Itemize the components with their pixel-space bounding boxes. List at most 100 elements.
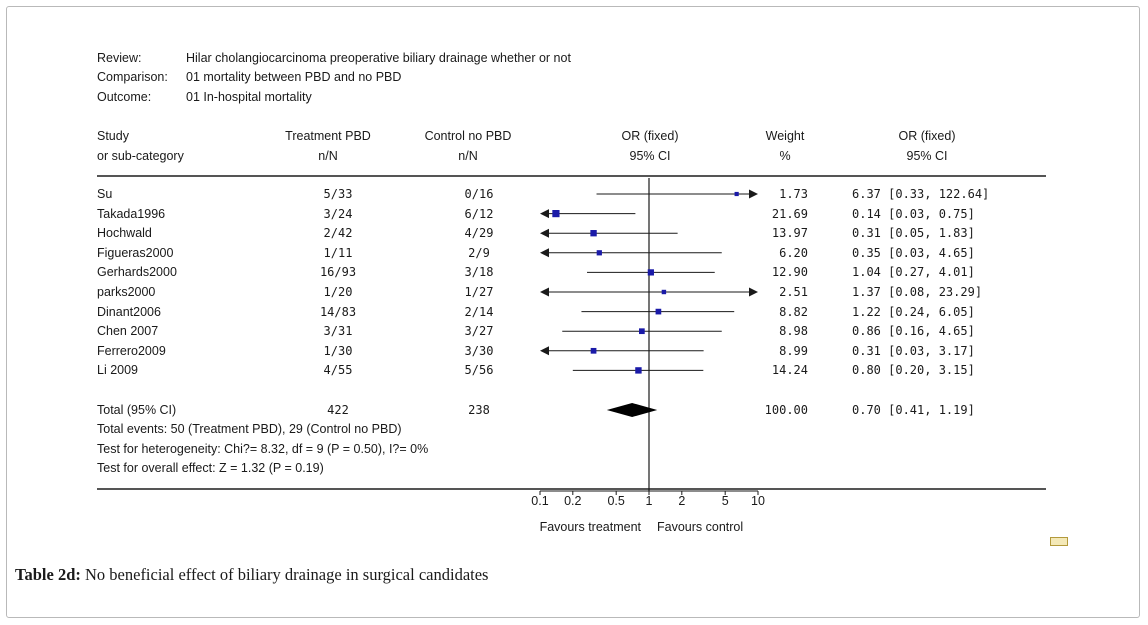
study-weight: 8.98: [779, 324, 808, 339]
total-control: 238: [468, 403, 490, 417]
effect-marker: [655, 308, 662, 315]
study-treatment: 14/83: [319, 304, 357, 319]
ci-arrow-left: [540, 287, 549, 297]
study-or-text: 0.35 [0.03, 4.65]: [852, 245, 975, 260]
header-or-text: OR (fixed): [898, 129, 956, 143]
study-name: Hochwald: [97, 226, 152, 241]
outcome-value: 01 In-hospital mortality: [186, 90, 312, 104]
total-label: Total (95% CI): [97, 403, 177, 417]
header-weight: Weight: [765, 129, 805, 143]
study-treatment: 3/24: [323, 206, 353, 221]
study-name: parks2000: [97, 285, 156, 299]
study-or-text: 0.31 [0.05, 1.83]: [852, 226, 975, 241]
ci-arrow-right: [749, 189, 758, 199]
total-or-text: 0.70 [0.41, 1.19]: [852, 403, 975, 417]
effect-marker: [635, 367, 642, 374]
study-control: 3/27: [464, 324, 494, 339]
study-control: 3/18: [464, 265, 494, 280]
header-or-plot: OR (fixed): [621, 129, 679, 143]
header-control-sub: n/N: [458, 149, 478, 163]
effect-marker: [639, 328, 645, 335]
study-name: Figueras2000: [97, 245, 174, 260]
study-control: 6/12: [464, 206, 494, 221]
study-or-text: 0.14 [0.03, 0.75]: [852, 206, 975, 221]
ci-arrow-left: [540, 228, 549, 238]
figure-caption: Table 2d: No beneficial effect of biliar…: [15, 565, 488, 585]
study-name: Li 2009: [97, 363, 139, 378]
header-study: Study: [97, 129, 129, 143]
study-weight: 14.24: [771, 363, 808, 378]
study-treatment: 1/20: [323, 285, 353, 299]
x-tick-label: 2: [678, 494, 685, 508]
study-or-text: 0.80 [0.20, 3.15]: [852, 363, 975, 378]
note-heterogeneity: Test for heterogeneity: Chi?= 8.32, df =…: [97, 442, 429, 456]
study-control: 4/29: [464, 226, 494, 241]
study-name: Ferrero2009: [97, 343, 166, 358]
study-treatment: 16/93: [319, 265, 357, 280]
study-treatment: 4/55: [323, 363, 353, 378]
header-control: Control no PBD: [424, 129, 512, 143]
study-treatment: 1/30: [323, 343, 353, 358]
effect-marker: [647, 269, 654, 276]
study-control: 2/14: [464, 304, 494, 319]
study-weight: 8.99: [779, 343, 808, 358]
header-treatment-sub: n/N: [318, 149, 338, 163]
caption-label: Table 2d:: [15, 565, 81, 584]
total-treatment: 422: [327, 403, 349, 417]
study-or-text: 1.37 [0.08, 23.29]: [852, 285, 983, 299]
study-weight: 13.97: [771, 226, 808, 241]
study-treatment: 2/42: [323, 226, 353, 241]
study-name: Su: [97, 187, 113, 201]
x-tick-label: 1: [646, 494, 653, 508]
effect-marker: [590, 347, 597, 354]
study-name: Chen 2007: [97, 324, 159, 339]
pooled-diamond: [606, 403, 658, 417]
study-or-text: 1.22 [0.24, 6.05]: [852, 304, 975, 319]
note-overall-effect: Test for overall effect: Z = 1.32 (P = 0…: [97, 461, 324, 475]
study-or-text: 6.37 [0.33, 122.64]: [852, 187, 990, 201]
x-tick-label: 10: [751, 494, 765, 508]
ci-arrow-right: [749, 287, 758, 297]
study-or-text: 0.31 [0.03, 3.17]: [852, 343, 975, 358]
review-label: Review:: [97, 51, 142, 65]
study-weight: 6.20: [779, 245, 808, 260]
effect-marker: [590, 230, 597, 237]
effect-marker: [596, 250, 602, 256]
image-tooltip-icon[interactable]: [1050, 537, 1068, 546]
header-or-plot-sub: 95% CI: [629, 149, 671, 163]
study-control: 2/9: [468, 245, 490, 260]
x-tick-label: 0.5: [607, 494, 624, 508]
study-control: 5/56: [464, 363, 494, 378]
header-or-text-sub: 95% CI: [906, 149, 948, 163]
x-tick-label: 5: [722, 494, 729, 508]
study-treatment: 1/11: [323, 245, 353, 260]
study-control: 1/27: [464, 285, 494, 299]
favours-treatment-label: Favours treatment: [540, 520, 642, 534]
study-or-text: 1.04 [0.27, 4.01]: [852, 265, 975, 280]
study-control: 3/30: [464, 343, 494, 358]
total-weight: 100.00: [764, 403, 808, 417]
header-treatment: Treatment PBD: [285, 129, 371, 143]
study-weight: 21.69: [771, 206, 808, 221]
effect-marker: [661, 289, 667, 295]
header-study-sub: or sub-category: [97, 149, 184, 163]
ci-arrow-left: [540, 248, 549, 258]
review-value: Hilar cholangiocarcinoma preoperative bi…: [186, 51, 571, 65]
x-tick-label: 0.1: [531, 494, 548, 508]
study-treatment: 3/31: [323, 324, 353, 339]
ci-arrow-left: [540, 209, 549, 219]
study-control: 0/16: [464, 187, 494, 201]
effect-marker: [734, 191, 739, 197]
outcome-label: Outcome:: [97, 90, 152, 104]
study-weight: 2.51: [779, 285, 808, 299]
study-weight: 12.90: [771, 265, 808, 280]
study-treatment: 5/33: [323, 187, 353, 201]
study-weight: 8.82: [779, 304, 808, 319]
x-tick-label: 0.2: [564, 494, 581, 508]
comparison-value: 01 mortality between PBD and no PBD: [186, 70, 402, 84]
caption-text: No beneficial effect of biliary drainage…: [85, 565, 489, 584]
ci-arrow-left: [540, 346, 549, 356]
study-weight: 1.73: [779, 187, 808, 201]
study-name: Gerhards2000: [97, 265, 177, 280]
